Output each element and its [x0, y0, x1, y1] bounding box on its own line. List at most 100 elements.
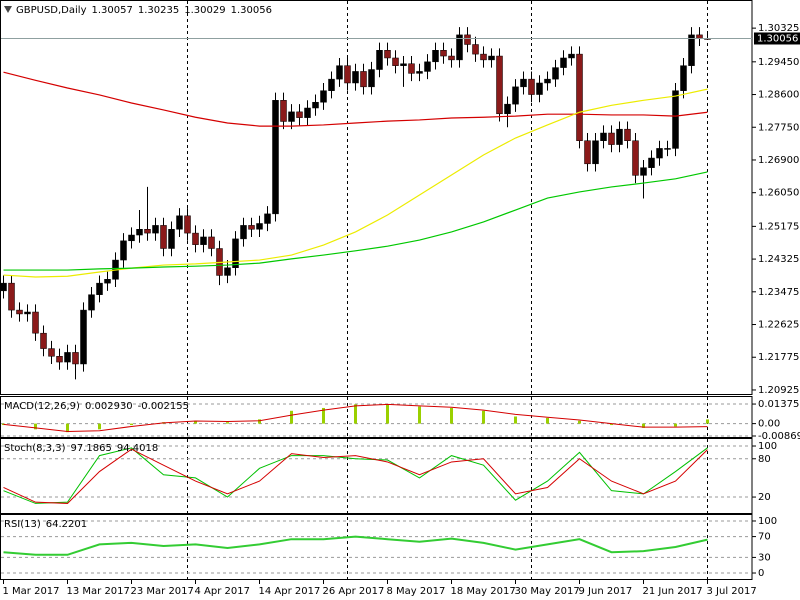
macd-bar [578, 420, 581, 424]
candle-body [200, 236, 207, 245]
candle-body [656, 148, 663, 159]
candle-body [480, 53, 487, 61]
candle-body [416, 71, 423, 74]
y-tick-label: 30 [758, 552, 771, 563]
x-tick-label: 13 Mar 2017 [67, 586, 130, 597]
candle-body [440, 50, 447, 57]
x-tick-label: 21 Jun 2017 [643, 586, 703, 597]
panel-header: GBPUSD,Daily 1.30057 1.30235 1.30029 1.30056 [16, 5, 272, 16]
candle-body [40, 332, 47, 349]
panel-frame [0, 0, 753, 395]
candle-body [384, 50, 391, 59]
candle-body [448, 55, 455, 61]
candle-body [208, 236, 215, 249]
candle-body [640, 167, 647, 176]
macd-bar [130, 423, 133, 426]
indicator-value: 0.002930 [85, 401, 133, 412]
candle-body [672, 90, 679, 149]
y-tick-label: 1.30325 [758, 23, 799, 34]
candle-body [192, 232, 199, 245]
candle-body [544, 78, 551, 84]
candle-body [328, 78, 335, 91]
y-tick-label: 1.25175 [758, 221, 799, 232]
macd-bar [194, 420, 197, 424]
macd-bar [514, 416, 517, 424]
candle-body [48, 348, 55, 357]
indicator-line [3, 71, 708, 127]
candle-body [16, 309, 23, 315]
y-tick-label: 1.27750 [758, 122, 799, 133]
panel-header: RSI(13) 64.2201 [4, 519, 87, 530]
candle-body [144, 229, 151, 234]
indicator-line [3, 403, 708, 432]
macd-bar [706, 419, 709, 424]
candle-body [96, 282, 103, 295]
macd-bar [258, 419, 261, 424]
x-tick-label: 4 Apr 2017 [195, 586, 250, 597]
y-tick-label: 0 [758, 568, 764, 579]
candle-body [184, 215, 191, 234]
ohlc-value: 1.30029 [184, 5, 225, 16]
y-tick-label: 100 [758, 441, 777, 452]
indicator-line [3, 171, 708, 271]
macd-bar [450, 407, 453, 424]
x-tick-label: 8 May 2017 [387, 586, 446, 597]
candle-body [160, 225, 167, 249]
x-tick-label: 23 Mar 2017 [131, 586, 194, 597]
candle-body [56, 356, 63, 363]
candle-body [520, 78, 527, 88]
candle-body [504, 103, 511, 115]
candle-body [232, 238, 239, 268]
candle-body [248, 225, 255, 230]
macd-bar [66, 423, 69, 433]
x-tick-label: 18 May 2017 [451, 586, 516, 597]
macd-bar [642, 423, 645, 428]
candle-body [648, 157, 655, 168]
x-tick-label: 14 Apr 2017 [259, 586, 321, 597]
candle-body [104, 279, 111, 284]
indicator-line [3, 448, 708, 504]
candle-body [120, 240, 127, 261]
panel-title: GBPUSD,Daily [16, 5, 87, 16]
panel-title: Stoch(8,3,3) [4, 443, 66, 454]
indicator-line [3, 88, 708, 278]
indicator-line [3, 535, 708, 556]
x-tick-label: 26 Apr 2017 [323, 586, 385, 597]
macd-bar [610, 423, 613, 426]
y-tick-label: 1.24325 [758, 254, 799, 265]
candle-body [464, 34, 471, 45]
y-tick-label: 1.21775 [758, 352, 799, 363]
macd-bar [34, 423, 37, 430]
panel-frame [0, 396, 753, 438]
candle-body [376, 50, 383, 70]
candle-body [0, 282, 7, 292]
panel-title: RSI(13) [4, 519, 41, 530]
candle-body [152, 225, 159, 234]
y-tick-label: 1.28600 [758, 90, 799, 101]
candle-body [400, 63, 407, 66]
candle-body [528, 78, 535, 95]
y-tick-label: -0.008699 [758, 431, 800, 442]
candle-body [488, 55, 495, 61]
candle-body [80, 309, 87, 365]
candle-body [320, 90, 327, 103]
macd-bar [386, 404, 389, 424]
candle-body [72, 352, 79, 365]
candle-body [592, 140, 599, 165]
candle-body [472, 44, 479, 55]
candle-body [552, 67, 559, 80]
y-tick-label: 100 [758, 516, 777, 527]
candle-body [664, 148, 671, 150]
ohlc-value: 1.30056 [231, 5, 272, 16]
candle-body [24, 311, 31, 315]
candle-body [632, 140, 639, 176]
candle-body [392, 57, 399, 66]
x-tick-label: 30 May 2017 [515, 586, 580, 597]
indicator-value: -0.002155 [138, 401, 189, 412]
candle-body [512, 86, 519, 105]
candle-body [432, 50, 439, 63]
candle-body [128, 234, 135, 242]
